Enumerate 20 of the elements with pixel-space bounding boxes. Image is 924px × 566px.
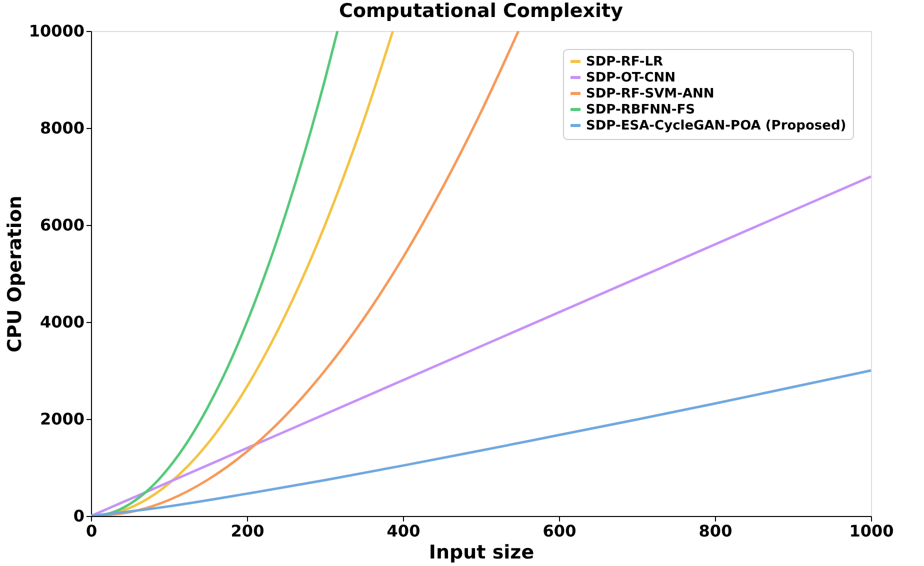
legend-label: SDP-RF-SVM-ANN — [586, 86, 714, 102]
x-axis-title: Input size — [428, 542, 534, 564]
legend-label: SDP-RF-LR — [586, 54, 664, 70]
x-tick-label: 1000 — [849, 522, 894, 540]
chart-title: Computational Complexity — [339, 0, 624, 22]
legend-label: SDP-OT-CNN — [586, 70, 676, 86]
legend-label: SDP-ESA-CycleGAN-POA (Proposed) — [586, 118, 846, 134]
legend-label: SDP-RBFNN-FS — [586, 102, 696, 118]
y-tick-label: 2000 — [40, 410, 84, 428]
x-tick-label: 800 — [698, 522, 732, 540]
y-axis-title: CPU Operation — [4, 196, 26, 352]
y-tick-label: 10000 — [28, 22, 84, 40]
x-tick-label: 600 — [542, 522, 576, 540]
y-tick-label: 0 — [73, 506, 84, 526]
x-tick-label: 400 — [386, 522, 420, 540]
y-tick-label: 8000 — [40, 118, 84, 138]
y-tick-label: 4000 — [40, 312, 84, 332]
y-tick-label: 6000 — [40, 216, 84, 234]
x-tick-label: 200 — [230, 522, 264, 540]
x-tick-label: 0 — [86, 522, 98, 540]
